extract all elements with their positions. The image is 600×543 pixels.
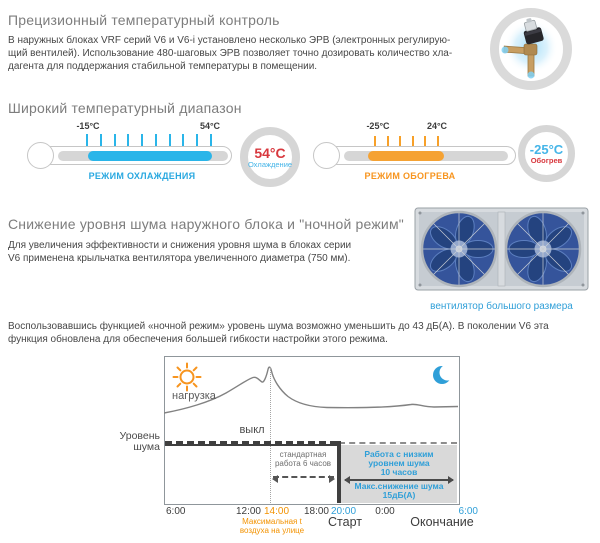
standard-operation-label: стандартная работа 6 часов xyxy=(274,450,332,468)
ten-hours-span-arrow xyxy=(344,476,454,484)
heating-min-temp-label: -25°C xyxy=(366,121,390,131)
cooling-badge-caption: Охлаждение xyxy=(247,159,293,169)
end-label: Окончание xyxy=(410,515,474,529)
heating-badge-caption: Обогрев xyxy=(530,155,563,165)
cooling-min-temp-label: -15°C xyxy=(76,121,100,131)
max-outdoor-temp-label: Максимальная t воздуха на улице xyxy=(239,517,305,535)
x-tick-14h: 14:00 xyxy=(264,506,290,517)
heating-scale-ticks xyxy=(374,136,439,148)
heating-badge-value: -25°C xyxy=(529,141,564,157)
cooling-thermometer-bulb xyxy=(27,142,54,169)
max-reduction-label-line2: 15дБ(А) xyxy=(382,490,416,500)
noise-body-text: Для увеличения эффективности и снижения … xyxy=(8,240,352,264)
low-noise-label-line1: Работа с низким xyxy=(364,449,434,459)
fan-photo-caption: вентилятор большого размера xyxy=(430,301,573,312)
heating-max-temp-label: 24°C xyxy=(426,121,448,131)
section-title-temperature-range: Широкий температурный диапазон xyxy=(8,100,242,116)
noise-level-line-standard xyxy=(165,441,339,446)
moon-icon xyxy=(432,363,456,392)
six-hours-span-arrow xyxy=(272,475,335,483)
x-tick-18h: 18:00 xyxy=(303,506,329,517)
cooling-badge-value: 54°C xyxy=(254,144,286,161)
expansion-valve-icon xyxy=(501,18,558,79)
off-label: выкл xyxy=(239,424,265,436)
noise-level-line-dashed xyxy=(339,442,457,444)
low-noise-period-box: Работа с низким уровнем шума 10 часов Ма… xyxy=(341,445,457,503)
large-fan-photo xyxy=(414,205,589,293)
max-reduction-label-line1: Макс.снижение шума xyxy=(354,481,444,491)
cooling-mode-label: РЕЖИМ ОХЛАЖДЕНИЯ xyxy=(88,171,196,181)
cooling-thermometer-fill xyxy=(88,151,212,161)
section-title-precision-control: Прецизионный температурный контроль xyxy=(8,12,280,28)
sun-icon xyxy=(170,360,204,399)
x-tick-0h: 0:00 xyxy=(375,506,395,517)
x-tick-6am-end: 6:00 xyxy=(458,506,478,517)
x-tick-12pm: 12:00 xyxy=(235,506,261,517)
start-label: Старт xyxy=(328,515,362,529)
night-mode-paragraph: Воспользовавшись функцией «ночной режим»… xyxy=(8,321,549,345)
noise-level-axis-label: Уровень шума xyxy=(119,430,160,453)
cooling-scale-ticks xyxy=(86,134,212,148)
heating-temp-badge: -25°C Обогрев xyxy=(518,125,575,182)
erv-valve-badge xyxy=(490,8,572,90)
heating-mode-label: РЕЖИМ ОБОГРЕВА xyxy=(364,171,456,181)
cooling-temp-badge: 54°C Охлаждение xyxy=(240,127,300,187)
x-tick-20h: 20:00 xyxy=(331,506,357,517)
x-tick-6am: 6:00 xyxy=(166,506,186,517)
vertical-drop-line-20h xyxy=(337,441,341,503)
cooling-max-temp-label: 54°C xyxy=(199,121,221,131)
low-noise-label-line2: уровнем шума xyxy=(368,458,430,468)
vertical-dotted-line-14h xyxy=(270,367,271,503)
low-noise-duration-label: 10 часов xyxy=(380,467,418,477)
precision-body-text: В наружных блоках VRF серий V6 и V6-i ус… xyxy=(8,35,453,72)
twin-fan-unit-image xyxy=(414,207,589,291)
heating-thermometer-bulb xyxy=(313,142,340,169)
section-title-noise-reduction: Снижение уровня шума наружного блока и "… xyxy=(8,216,404,232)
load-curve-label: нагрузка xyxy=(172,390,216,402)
heating-thermometer-fill xyxy=(368,151,444,161)
